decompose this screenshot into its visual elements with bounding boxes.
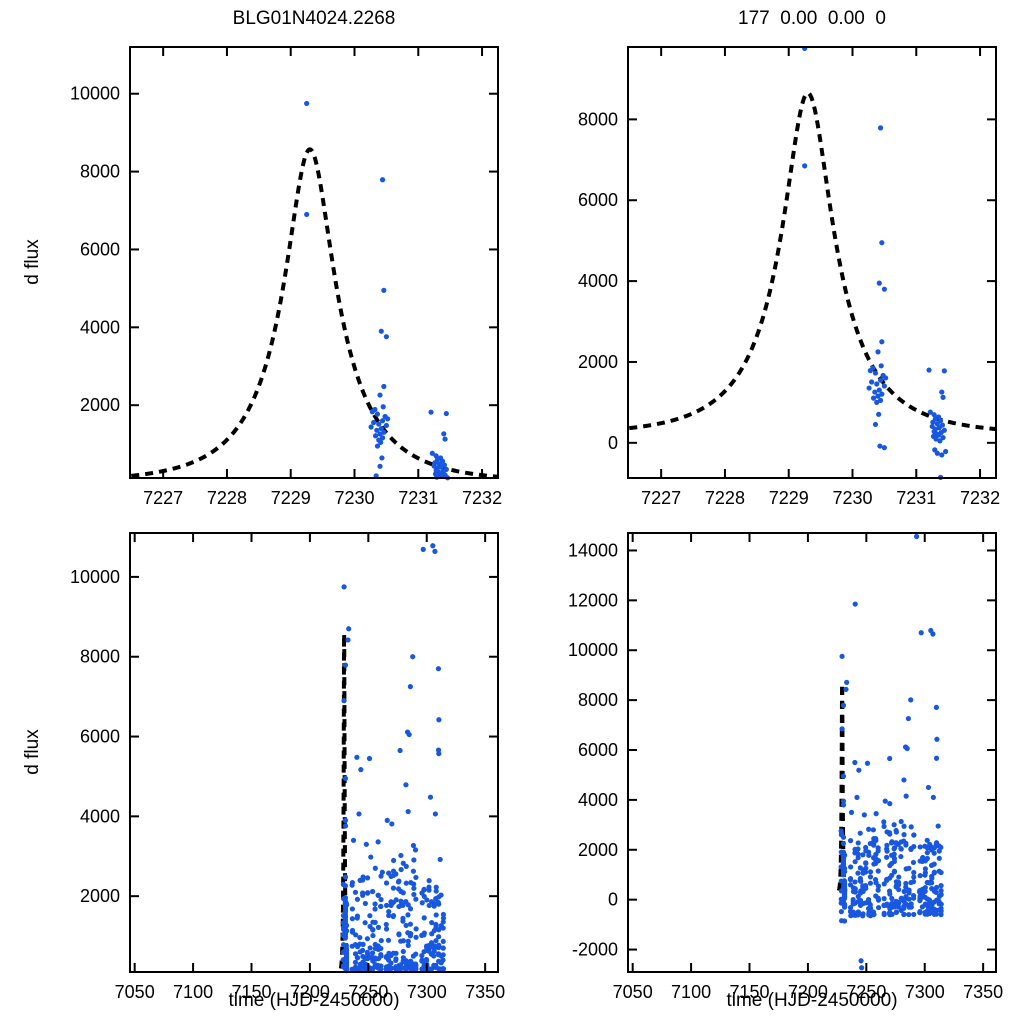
svg-text:0: 0 <box>608 890 618 910</box>
data-points <box>838 533 944 971</box>
data-points <box>304 100 451 481</box>
x-axis-label-bottom-left: time (HJD-2450000) <box>228 990 400 1011</box>
svg-text:10000: 10000 <box>70 567 120 587</box>
plot-panel-bottom-left: 7050 7100 7150 7200 7250 7300 7350 2000 4000 6000… <box>70 532 505 1002</box>
svg-text:7231: 7231 <box>896 488 936 508</box>
svg-text:7300: 7300 <box>905 982 945 1002</box>
axes-frame: 7050 7100 7150 7200 7250 7300 7350 -2000 0 2000 40… <box>568 532 1003 1002</box>
svg-text:6000: 6000 <box>80 239 120 259</box>
svg-text:7250: 7250 <box>348 982 388 1002</box>
svg-text:14000: 14000 <box>568 540 618 560</box>
svg-text:10000: 10000 <box>70 84 120 104</box>
model-curve <box>629 90 996 432</box>
svg-text:6000: 6000 <box>578 740 618 760</box>
plot-panel-top-left: 7227 7228 7229 7230 7231 7232 2000 4000 6000 8000… <box>70 46 502 508</box>
axes-frame: 7227 7228 7229 7230 7231 7232 0 2000 4000 6000 800… <box>578 46 1000 508</box>
svg-text:7350: 7350 <box>963 982 1003 1002</box>
axes-frame: 7050 7100 7150 7200 7250 7300 7350 2000 4000 6000… <box>70 532 505 1002</box>
svg-text:6000: 6000 <box>80 727 120 747</box>
svg-text:4000: 4000 <box>578 271 618 291</box>
plot-panel-bottom-right: 7050 7100 7150 7200 7250 7300 7350 -2000 0 2000 40… <box>568 532 1003 1002</box>
svg-text:8000: 8000 <box>80 162 120 182</box>
svg-text:8000: 8000 <box>578 690 618 710</box>
svg-text:7231: 7231 <box>398 488 438 508</box>
panel-svg-bottom-right: 7050 7100 7150 7200 7250 7300 7350 -2000 0 2000 40… <box>568 532 1003 1002</box>
plot-panel-top-right: 7227 7228 7229 7230 7231 7232 0 2000 4000 6000 800… <box>578 45 1000 508</box>
data-points <box>802 45 949 480</box>
svg-text:7200: 7200 <box>290 982 330 1002</box>
svg-text:-2000: -2000 <box>572 940 618 960</box>
svg-text:7050: 7050 <box>613 982 653 1002</box>
svg-text:7230: 7230 <box>334 488 374 508</box>
svg-text:12000: 12000 <box>568 590 618 610</box>
svg-text:7250: 7250 <box>846 982 886 1002</box>
svg-text:2000: 2000 <box>80 886 120 906</box>
data-points <box>340 543 447 974</box>
model-curve <box>131 147 498 478</box>
svg-text:7227: 7227 <box>143 488 183 508</box>
svg-text:7200: 7200 <box>788 982 828 1002</box>
svg-text:2000: 2000 <box>578 840 618 860</box>
svg-text:7228: 7228 <box>705 488 745 508</box>
svg-text:10000: 10000 <box>568 640 618 660</box>
svg-text:7230: 7230 <box>832 488 872 508</box>
svg-text:7350: 7350 <box>465 982 505 1002</box>
figure-title-fit-params: 177 0.00 0.00 0 <box>738 8 886 29</box>
figure-title-object-id: BLG01N4024.2268 <box>232 8 396 29</box>
svg-text:2000: 2000 <box>80 395 120 415</box>
svg-text:7229: 7229 <box>271 488 311 508</box>
svg-text:6000: 6000 <box>578 190 618 210</box>
svg-text:8000: 8000 <box>578 109 618 129</box>
svg-text:4000: 4000 <box>578 790 618 810</box>
panel-svg-top-left: 7227 7228 7229 7230 7231 7232 2000 4000 6000 8000… <box>70 46 502 508</box>
svg-text:7232: 7232 <box>462 488 502 508</box>
svg-text:7050: 7050 <box>115 982 155 1002</box>
svg-text:7100: 7100 <box>671 982 711 1002</box>
svg-text:7150: 7150 <box>231 982 271 1002</box>
svg-text:0: 0 <box>608 433 618 453</box>
svg-text:7100: 7100 <box>173 982 213 1002</box>
panel-svg-top-right: 7227 7228 7229 7230 7231 7232 0 2000 4000 6000 800… <box>578 45 1000 508</box>
svg-text:7228: 7228 <box>207 488 247 508</box>
y-axis-label-bottom-row: d flux <box>22 729 43 775</box>
y-axis-label-top-row: d flux <box>22 239 43 285</box>
svg-text:2000: 2000 <box>578 352 618 372</box>
svg-text:7229: 7229 <box>769 488 809 508</box>
svg-text:4000: 4000 <box>80 317 120 337</box>
svg-text:7150: 7150 <box>729 982 769 1002</box>
svg-text:4000: 4000 <box>80 806 120 826</box>
svg-text:7232: 7232 <box>960 488 1000 508</box>
axes-frame: 7227 7228 7229 7230 7231 7232 2000 4000 6000 8000… <box>70 46 502 508</box>
svg-text:7300: 7300 <box>407 982 447 1002</box>
x-axis-label-bottom-right: time (HJD-2450000) <box>726 990 898 1011</box>
svg-text:8000: 8000 <box>80 647 120 667</box>
svg-text:7227: 7227 <box>641 488 681 508</box>
panel-svg-bottom-left: 7050 7100 7150 7200 7250 7300 7350 2000 4000 6000… <box>70 532 505 1002</box>
